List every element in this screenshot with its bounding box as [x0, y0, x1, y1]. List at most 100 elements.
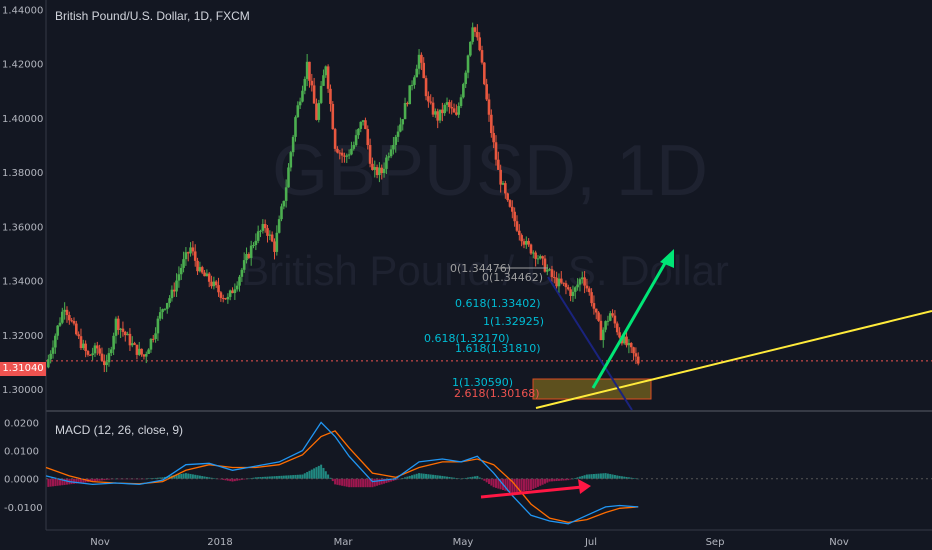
- macd-hist-bar: [595, 473, 598, 479]
- candle-body: [189, 247, 192, 254]
- candle-body: [508, 200, 512, 207]
- candle-body: [606, 320, 610, 322]
- macd-hist-bar: [222, 478, 225, 480]
- macd-hist-bar: [380, 478, 383, 485]
- red-divergence-arrow[interactable]: [480, 479, 591, 499]
- macd-hist-bar: [182, 473, 185, 479]
- macd-hist-bar: [583, 475, 586, 479]
- candle-body: [403, 103, 407, 120]
- candle-body: [541, 256, 544, 259]
- macd-hist-bar: [238, 478, 241, 481]
- macd-hist-bar: [373, 478, 376, 487]
- macd-hist-bar: [208, 477, 211, 479]
- candle-body: [296, 105, 300, 118]
- macd-hist-bar: [560, 478, 563, 481]
- candle-body: [273, 241, 276, 252]
- candle-body: [151, 338, 155, 340]
- macd-hist-bar: [322, 467, 325, 479]
- candle-body: [422, 62, 426, 79]
- candle-body: [270, 234, 274, 242]
- candle-body: [420, 54, 423, 63]
- green-up-arrow[interactable]: [591, 249, 674, 389]
- candle-body: [95, 345, 99, 349]
- candle-body: [527, 240, 530, 245]
- candle-body: [200, 267, 204, 273]
- candle-body: [128, 333, 132, 346]
- candle-body: [75, 323, 78, 335]
- macd-hist-bar: [327, 474, 330, 479]
- macd-hist-bar: [604, 473, 607, 479]
- candle-body: [259, 230, 262, 232]
- candle-body: [359, 121, 363, 129]
- candle-body: [471, 27, 474, 42]
- macd-hist-bar: [180, 473, 183, 479]
- macd-hist-bar: [268, 476, 271, 479]
- rising-trendline[interactable]: [535, 310, 932, 409]
- candle-body: [256, 231, 260, 241]
- macd-hist-bar: [434, 475, 437, 479]
- fib-label: 1.618(1.31810): [455, 342, 541, 355]
- macd-hist-bar: [84, 478, 87, 483]
- candle-body: [105, 362, 108, 366]
- macd-hist-bar: [488, 478, 490, 484]
- macd-hist-bar: [492, 478, 495, 488]
- candle-body: [217, 285, 220, 293]
- candle-body: [198, 267, 202, 272]
- candle-body: [585, 285, 589, 289]
- price-axis[interactable]: 1.44000 1.42000 1.40000 1.38000 1.36000 1.340…: [2, 5, 43, 396]
- candle-body: [191, 247, 195, 252]
- macd-hist-bar: [336, 478, 339, 485]
- macd-hist-bar: [446, 476, 449, 479]
- candle-body: [578, 279, 582, 285]
- price-tick-label: 1.42000: [2, 60, 43, 71]
- candle-body: [294, 117, 297, 137]
- candle-body: [455, 112, 458, 115]
- macd-hist-bar: [369, 478, 372, 488]
- macd-hist-bar: [532, 478, 535, 489]
- macd-hist-bar: [292, 475, 295, 479]
- candle-body: [564, 283, 568, 288]
- candle-body: [450, 107, 453, 109]
- macd-hist-bar: [154, 477, 157, 479]
- candle-body: [583, 277, 586, 286]
- candle-body: [548, 269, 551, 271]
- candle-body: [301, 90, 304, 102]
- candle-body: [221, 297, 225, 299]
- macd-axis[interactable]: 0.0200 0.0100 0.0000 -0.0100: [4, 418, 43, 513]
- macd-hist-bar: [630, 477, 633, 479]
- time-axis[interactable]: Nov 2018 Mar May Jul Sep Nov: [90, 537, 849, 548]
- macd-hist-bar: [383, 478, 386, 484]
- candle-body: [242, 260, 246, 270]
- candle-body: [224, 298, 227, 300]
- macd-hist-bar: [243, 478, 246, 480]
- macd-hist-bar: [415, 473, 418, 479]
- candle-body: [378, 167, 381, 176]
- candle-body: [119, 328, 122, 330]
- falling-trendline[interactable]: [547, 276, 633, 411]
- macd-hist-bar: [72, 478, 75, 484]
- macd-hist-bar: [51, 478, 54, 487]
- macd-hist-bar: [443, 476, 446, 479]
- macd-hist-bar: [474, 476, 477, 479]
- macd-hist-bar: [404, 477, 407, 479]
- macd-hist-bar: [280, 475, 283, 479]
- candle-body: [469, 41, 472, 56]
- macd-hist-bar: [464, 477, 467, 479]
- macd-hist-bar: [315, 467, 318, 479]
- macd-hist-bar: [522, 478, 525, 492]
- candle-body: [534, 252, 537, 259]
- macd-hist-bar: [376, 478, 379, 486]
- candle-body: [462, 84, 465, 98]
- macd-hist-bar: [224, 478, 227, 481]
- macd-hist-bar: [124, 478, 127, 480]
- macd-hist-bar: [294, 474, 297, 479]
- target-zone-box[interactable]: [532, 378, 652, 400]
- candle-body: [254, 240, 258, 246]
- macd-hist-bar: [408, 475, 411, 479]
- candle-body: [501, 183, 505, 185]
- candle-body: [490, 114, 493, 134]
- candle-body: [608, 313, 612, 321]
- macd-hist-bar: [387, 478, 390, 483]
- candle-body: [310, 80, 314, 86]
